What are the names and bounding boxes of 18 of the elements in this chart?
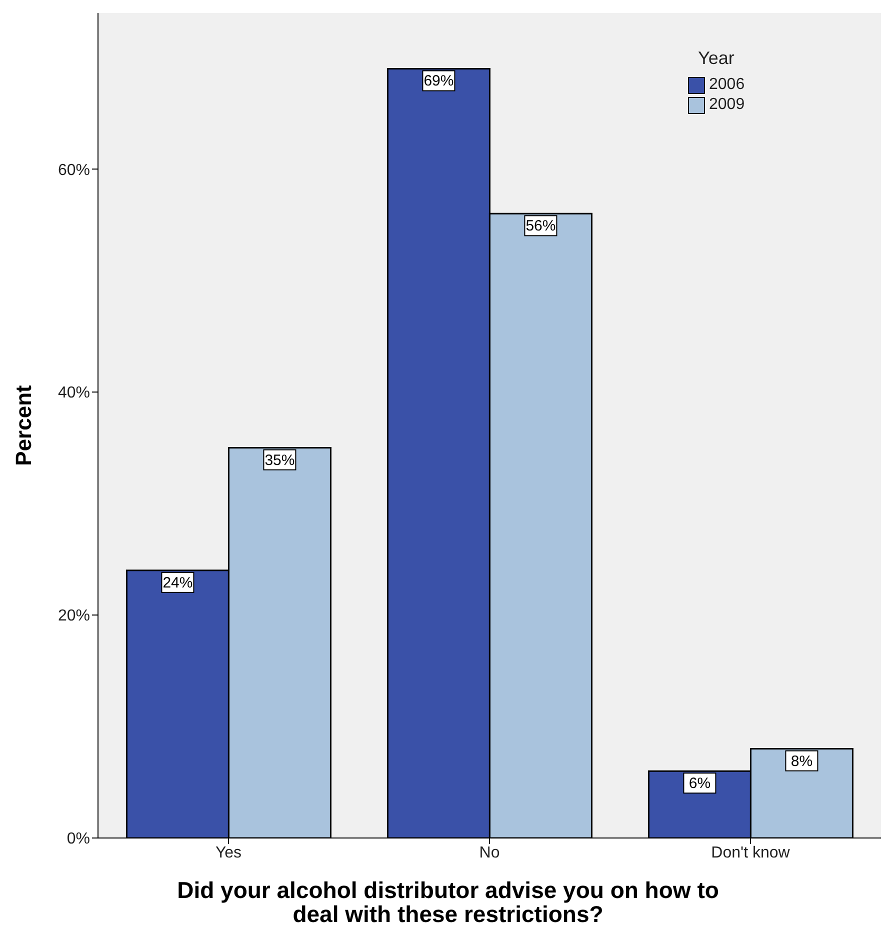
x-tick-label: Yes — [215, 844, 242, 862]
y-tick-label: 40% — [58, 384, 90, 402]
data-label: 24% — [162, 574, 193, 592]
data-label: 69% — [424, 72, 454, 90]
x-tick-label: No — [479, 844, 500, 862]
x-tick-label: Don't know — [711, 844, 790, 862]
data-label: 6% — [688, 775, 711, 792]
y-tick-label: 0% — [66, 830, 90, 848]
legend-title: Year — [698, 48, 736, 69]
data-label: 56% — [526, 218, 556, 235]
legend-label: 2009 — [709, 96, 745, 114]
x-axis-title: Did your alcohol distributor advise you on how to deal with these restrictions? — [176, 877, 720, 927]
legend-label: 2006 — [709, 76, 745, 94]
y-tick-label: 20% — [58, 608, 90, 625]
y-axis-title: Percent — [10, 384, 36, 466]
y-tick-label: 60% — [58, 162, 90, 179]
data-label: 8% — [790, 752, 813, 770]
data-label: 35% — [264, 452, 295, 469]
